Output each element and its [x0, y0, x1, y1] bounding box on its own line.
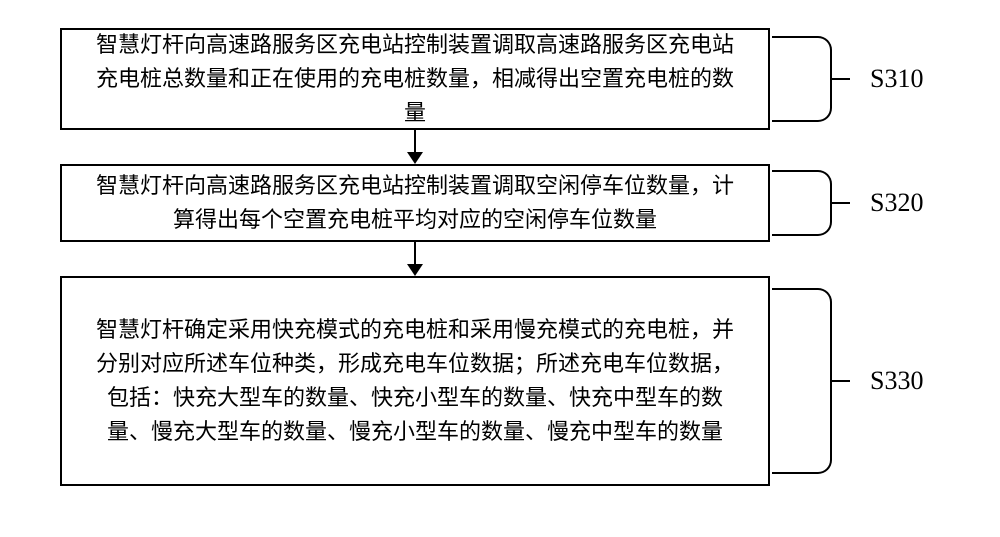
flowchart-container: 智慧灯杆向高速路服务区充电站控制装置调取高速路服务区充电站充电桩总数量和正在使用…	[0, 0, 1000, 537]
brace-nub-s310	[832, 78, 850, 82]
step-box-s320: 智慧灯杆向高速路服务区充电站控制装置调取空闲停车位数量，计算得出每个空置充电桩平…	[60, 164, 770, 242]
brace-nub-s320	[832, 202, 850, 206]
brace-bot-s330	[772, 381, 832, 474]
step-text-s330: 智慧灯杆确定采用快充模式的充电桩和采用慢充模式的充电桩，并分别对应所述车位种类，…	[62, 305, 768, 457]
step-label-s330: S330	[870, 366, 923, 396]
step-box-s310: 智慧灯杆向高速路服务区充电站控制装置调取高速路服务区充电站充电桩总数量和正在使用…	[60, 28, 770, 130]
step-box-s330: 智慧灯杆确定采用快充模式的充电桩和采用慢充模式的充电桩，并分别对应所述车位种类，…	[60, 276, 770, 486]
step-text-s320: 智慧灯杆向高速路服务区充电站控制装置调取空闲停车位数量，计算得出每个空置充电桩平…	[62, 161, 768, 245]
connector-arrow-2	[407, 264, 423, 276]
step-label-s310: S310	[870, 64, 923, 94]
step-text-s310: 智慧灯杆向高速路服务区充电站控制装置调取高速路服务区充电站充电桩总数量和正在使用…	[62, 20, 768, 138]
step-wrapper-s330: 智慧灯杆确定采用快充模式的充电桩和采用慢充模式的充电桩，并分别对应所述车位种类，…	[0, 276, 1000, 486]
step-label-s320: S320	[870, 188, 923, 218]
step-wrapper-s310: 智慧灯杆向高速路服务区充电站控制装置调取高速路服务区充电站充电桩总数量和正在使用…	[0, 28, 1000, 130]
brace-bot-s310	[772, 79, 832, 122]
connector-1	[0, 130, 1000, 164]
brace-top-s310	[772, 36, 832, 79]
connector-line-2	[414, 242, 416, 266]
connector-2	[0, 242, 1000, 276]
brace-nub-s330	[832, 380, 850, 384]
step-wrapper-s320: 智慧灯杆向高速路服务区充电站控制装置调取空闲停车位数量，计算得出每个空置充电桩平…	[0, 164, 1000, 242]
brace-top-s330	[772, 288, 832, 381]
connector-line-1	[414, 130, 416, 154]
brace-top-s320	[772, 170, 832, 203]
brace-bot-s320	[772, 203, 832, 236]
